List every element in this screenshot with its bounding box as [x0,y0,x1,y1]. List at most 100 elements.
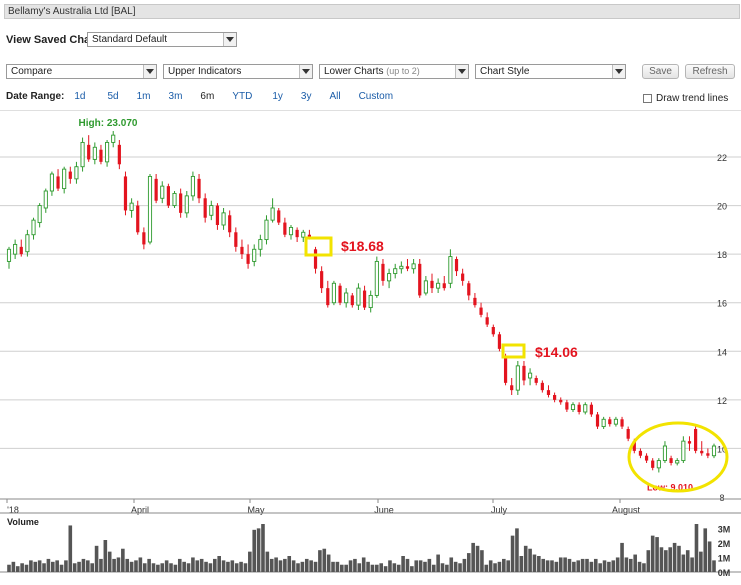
volume-bar [405,558,410,572]
volume-bar [401,556,405,572]
volume-bar [274,557,278,572]
volume-bar [309,560,313,572]
volume-bar [326,554,331,572]
candle-body [80,141,85,168]
candle-body [56,176,60,189]
candle-body [687,441,692,444]
candle-body [172,192,177,207]
volume-bar [545,560,550,572]
volume-bar [388,560,392,572]
volume-bar [348,560,353,572]
volume-bar [458,563,462,572]
volume-tick-label: 2M [718,539,731,549]
volume-bar [563,557,567,572]
volume-bar [112,558,116,572]
date-range-1y[interactable]: 1y [272,90,283,102]
volume-bar [252,529,257,572]
date-range-1d[interactable]: 1d [74,90,86,102]
volume-bar [650,535,655,572]
volume-bar [497,561,502,572]
chart-style-select[interactable]: Chart Style [475,64,626,79]
save-button[interactable]: Save [642,64,679,79]
candle-body [503,356,508,383]
highlight-box [501,343,526,359]
chevron-down-icon[interactable] [143,65,156,78]
volume-bar [64,560,68,572]
candle-body [344,292,349,304]
date-range-5d[interactable]: 5d [107,90,119,102]
date-range-6m[interactable]: 6m [200,90,215,102]
volume-bar [265,551,270,572]
candle-body [288,226,294,236]
volume-bar [121,548,125,572]
volume-bar [392,563,397,572]
volume-bar [129,561,134,572]
volume-bar [607,561,611,572]
date-range-3y[interactable]: 3y [300,90,312,102]
saved-chart-label: View Saved Chart: [6,33,102,46]
candle-body [681,440,686,462]
compare-select[interactable]: Compare [6,64,157,79]
candle-body [393,268,398,275]
trend-lines-checkbox[interactable] [643,94,652,103]
candle-body [374,260,379,296]
price-tick-label: 14 [717,347,727,357]
candle-body [423,280,428,294]
candle-body [570,404,576,411]
volume-bar [629,558,633,572]
volume-bar [103,540,108,572]
trend-lines-label: Draw trend lines [656,93,729,104]
price-chart[interactable]: 8 10 12 14 16 18 20 22 '18 April May June July August… [0,110,741,585]
volume-bar [410,566,414,572]
volume-bar [637,561,642,572]
volume-bar [239,561,243,572]
volume-bar [602,560,607,572]
candle-body [331,282,336,304]
candle-body [19,246,23,255]
lower-charts-label: Lower Charts [324,66,384,77]
candle-body [184,195,189,214]
volume-bar [598,563,602,572]
date-range-3m[interactable]: 3m [168,90,183,102]
volume-bar [659,547,664,572]
chevron-down-icon[interactable] [612,65,625,78]
volume-bar [226,561,230,572]
volume-bar [322,548,327,572]
date-range-ytd[interactable]: YTD [232,90,253,102]
saved-chart-select[interactable]: Standard Default [87,32,237,47]
volume-bar [33,561,38,572]
trend-lines-toggle[interactable]: Draw trend lines [643,93,728,104]
chevron-down-icon[interactable] [455,65,468,78]
volume-bar [436,554,440,572]
candle-body [25,234,30,253]
upper-indicators-select[interactable]: Upper Indicators [163,64,313,79]
volume-bar [195,560,200,572]
window-title-bar: Bellamy's Australia Ltd [BAL] [4,4,740,19]
refresh-button[interactable]: Refresh [685,64,735,79]
volume-bar [331,561,335,572]
candle-body [136,205,140,233]
candle-body [166,186,170,206]
low-label: Low: 9.010 [647,482,693,492]
candle-body [626,429,630,439]
candle-body [553,395,557,400]
volume-bar [300,561,305,572]
date-range-custom[interactable]: Custom [358,90,394,102]
candle-body [277,210,281,223]
volume-bar [296,563,300,572]
time-tick-label: May [247,505,265,515]
volume-bar [633,554,637,572]
date-range-all[interactable]: All [329,90,341,102]
candle-body [601,418,606,428]
volume-bar [532,554,537,572]
candle-body [111,134,116,143]
candle-body [467,283,471,296]
date-range-1m[interactable]: 1m [136,90,151,102]
chevron-down-icon[interactable] [299,65,312,78]
candle-body [160,185,165,199]
candle-body [154,178,158,201]
volume-bar [283,558,287,572]
volume-bar [213,558,217,572]
chevron-down-icon[interactable] [223,33,236,46]
lower-charts-select[interactable]: Lower Charts (up to 2) [319,64,469,79]
